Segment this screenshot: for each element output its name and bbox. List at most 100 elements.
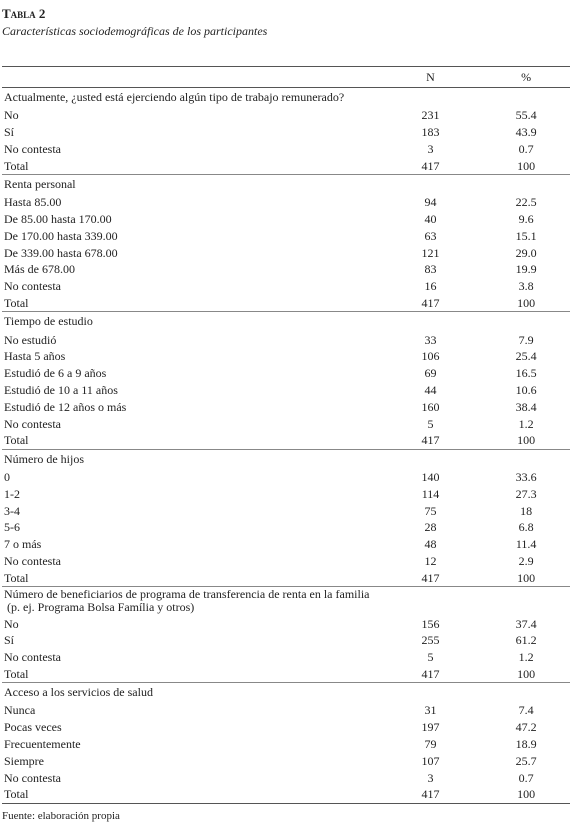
percent-cell: 3.8	[518, 279, 534, 294]
count-cell: 417	[421, 787, 440, 802]
data-row: Estudió de 10 a 11 años 44 10.6	[2, 382, 570, 399]
row-label: Hasta 85.00	[4, 195, 62, 210]
count-cell: 75	[424, 503, 437, 518]
data-row: Total 417 100	[2, 569, 570, 586]
percent-cell: 25.4	[515, 349, 537, 364]
data-row: No contesta 3 0.7	[2, 140, 570, 157]
row-label: Más de 678.00	[4, 262, 75, 277]
percent-cell: 33.6	[515, 469, 537, 484]
row-label: 7 o más	[4, 537, 42, 552]
count-cell: 31	[424, 703, 437, 718]
count-cell: 417	[421, 433, 440, 448]
section-heading: Número de beneficiarios de programa de t…	[2, 586, 570, 616]
section-note: (p. ej. Programa Bolsa Família y otros)	[7, 600, 195, 615]
row-label: De 170.00 hasta 339.00	[4, 228, 118, 243]
data-row: Hasta 85.00 94 22.5	[2, 194, 570, 211]
count-cell: 69	[424, 366, 437, 381]
row-label: Total	[4, 433, 29, 448]
row-label: Total	[4, 787, 29, 802]
data-row: No 231 55.4	[2, 107, 570, 124]
data-row: Hasta 5 años 106 25.4	[2, 348, 570, 365]
count-cell: 79	[424, 737, 437, 752]
row-label: Estudió de 6 a 9 años	[4, 366, 107, 381]
count-cell: 3	[427, 141, 434, 156]
count-cell: 183	[421, 124, 440, 139]
data-row: 3-4 75 18	[2, 502, 570, 519]
percent-cell: 22.5	[515, 195, 537, 210]
row-label: Nunca	[4, 703, 36, 718]
percent-cell: 18	[520, 503, 533, 518]
data-row: 1-2 114 27.3	[2, 485, 570, 502]
count-cell: 417	[421, 295, 440, 310]
percent-cell: 7.4	[518, 703, 534, 718]
data-row: Sí 255 61.2	[2, 632, 570, 649]
percent-cell: 38.4	[515, 399, 537, 414]
percent-cell: 15.1	[515, 228, 537, 243]
data-row: Frecuentemente 79 18.9	[2, 736, 570, 753]
count-cell: 33	[424, 332, 437, 347]
count-cell: 231	[421, 108, 440, 123]
percent-cell: 10.6	[515, 382, 537, 397]
percent-cell: 2.9	[518, 553, 534, 568]
data-row: No contesta 3 0.7	[2, 769, 570, 786]
count-cell: 417	[421, 666, 440, 681]
data-row: No estudió 33 7.9	[2, 331, 570, 348]
section-title: Actualmente, ¿usted está ejerciendo algú…	[4, 89, 345, 104]
percent-cell: 18.9	[515, 737, 537, 752]
section-title: Número de beneficiarios de programa de t…	[4, 587, 370, 602]
percent-cell: 43.9	[515, 124, 537, 139]
percent-cell: 100	[517, 666, 536, 681]
header-cell: %	[480, 66, 570, 88]
row-label: 1-2	[4, 486, 20, 501]
section-row: Acceso a los servicios de salud	[2, 682, 570, 703]
row-label: No contesta	[4, 279, 61, 294]
data-row: Total 417 100	[2, 786, 570, 803]
page: Tabla 2 Características sociodemográfica…	[2, 6, 570, 822]
percent-cell: 29.0	[515, 245, 537, 260]
count-cell: 114	[421, 486, 440, 501]
section-heading: Renta personal	[2, 173, 570, 194]
row-label: Estudió de 10 a 11 años	[4, 382, 118, 397]
data-row: De 339.00 hasta 678.00 121 29.0	[2, 244, 570, 261]
row-label: De 85.00 hasta 170.00	[4, 211, 112, 226]
table-title: Tabla 2	[2, 6, 46, 21]
row-label: No contesta	[4, 650, 61, 665]
count-cell: 44	[424, 382, 437, 397]
section-heading: Número de hijos	[2, 448, 570, 469]
count-cell: 417	[421, 570, 440, 585]
row-label: Total	[4, 570, 29, 585]
count-cell: 156	[421, 616, 440, 631]
row-label: No	[4, 616, 19, 631]
percent-cell: 19.9	[515, 262, 537, 277]
row-label: Siempre	[4, 753, 44, 768]
row-label: Total	[4, 295, 29, 310]
row-label: No contesta	[4, 553, 61, 568]
data-row: Sí 183 43.9	[2, 124, 570, 141]
row-label: Frecuentemente	[4, 737, 81, 752]
section-title: Tiempo de estudio	[4, 314, 93, 329]
section-row: Actualmente, ¿usted está ejerciendo algú…	[2, 86, 570, 107]
count-cell: 107	[421, 753, 440, 768]
count-cell: 40	[424, 211, 437, 226]
count-cell: 197	[421, 720, 440, 735]
percent-cell: 9.6	[518, 211, 534, 226]
row-label: No contesta	[4, 770, 61, 785]
data-row: Total 417 100	[2, 157, 570, 174]
row-label: Estudió de 12 años o más	[4, 399, 127, 414]
data-row: Total 417 100	[2, 666, 570, 683]
count-cell: 63	[424, 228, 437, 243]
percent-cell: 6.8	[518, 520, 534, 535]
data-row: No contesta 12 2.9	[2, 553, 570, 570]
percent-cell: 100	[517, 570, 536, 585]
count-cell: 48	[424, 537, 437, 552]
data-row: Estudió de 6 a 9 años 69 16.5	[2, 365, 570, 382]
section-heading: Tiempo de estudio	[2, 311, 570, 332]
percent-cell: 100	[517, 433, 536, 448]
section-row: Número de beneficiarios de programa de t…	[2, 586, 570, 616]
header-row: N%	[2, 66, 570, 88]
row-label: Pocas veces	[4, 720, 62, 735]
count-cell: 160	[421, 399, 440, 414]
count-cell: 106	[421, 349, 440, 364]
count-cell: 3	[427, 770, 434, 785]
data-row: Estudió de 12 años o más 160 38.4	[2, 398, 570, 415]
